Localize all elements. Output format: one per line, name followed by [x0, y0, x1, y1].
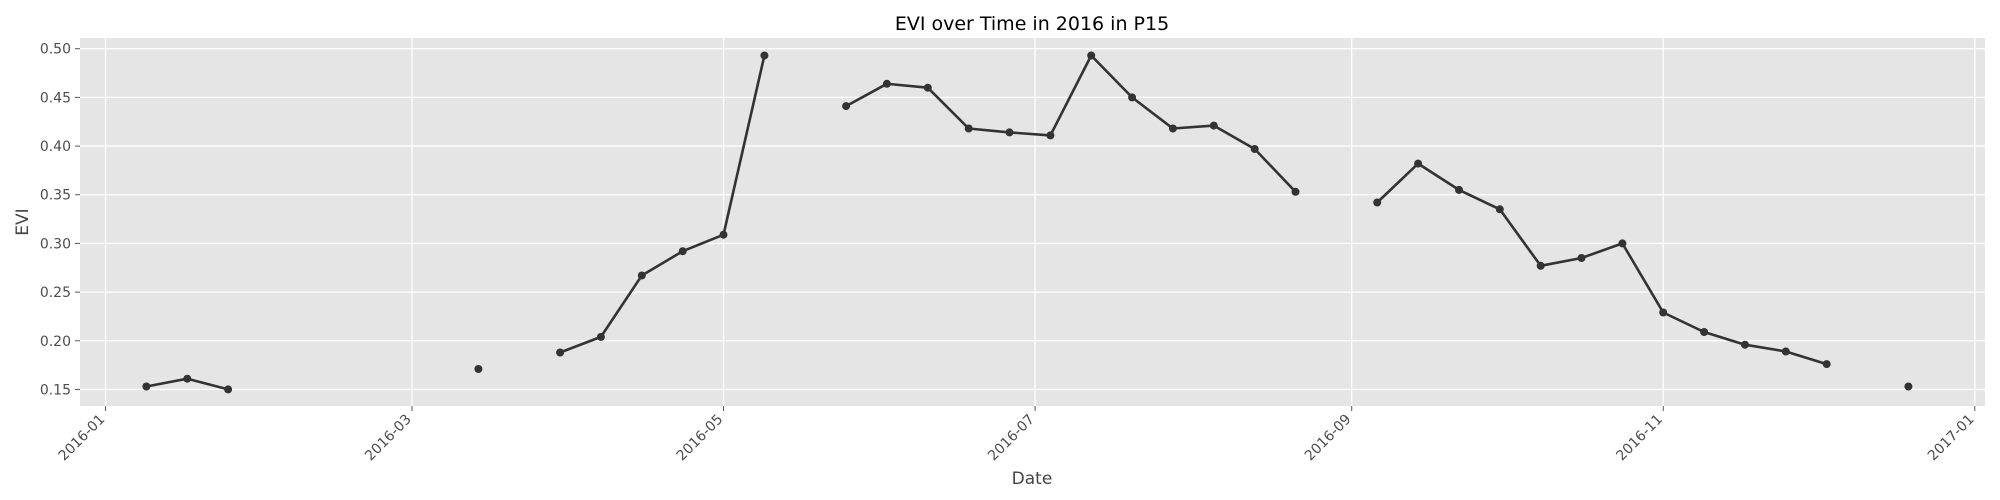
data-point [1577, 254, 1586, 262]
data-point [964, 124, 973, 133]
data-point [1087, 51, 1096, 60]
data-point [1822, 360, 1831, 369]
data-point [1046, 131, 1055, 140]
x-axis-label: Date [1012, 469, 1053, 489]
data-point [1414, 159, 1423, 168]
data-point [842, 102, 851, 111]
data-point [142, 382, 151, 391]
data-point [923, 83, 932, 92]
grid [80, 38, 1985, 406]
data-point [1741, 340, 1749, 349]
y-axis-label: EVI [13, 208, 33, 235]
data-point [1781, 347, 1790, 356]
data-point [474, 365, 483, 373]
plot-area [80, 38, 1985, 406]
data-point [1005, 128, 1014, 137]
data-point [1495, 205, 1504, 214]
x-tick-label: 2016-01 [56, 412, 109, 465]
data-point [1700, 328, 1709, 336]
series-line-segment [844, 54, 1297, 194]
x-tick-label: 2016-07 [985, 412, 1038, 465]
data-point [183, 374, 192, 383]
data-point [1250, 145, 1259, 153]
y-tick-label: 0.45 [40, 90, 71, 106]
data-point [760, 51, 769, 60]
x-tick-label: 2016-05 [674, 412, 727, 465]
data-point [596, 332, 605, 341]
data-point [1455, 185, 1463, 194]
data-point [719, 230, 728, 239]
data-point [1291, 187, 1300, 196]
y-tick-label: 0.25 [40, 285, 71, 301]
y-tick-label: 0.15 [40, 382, 71, 398]
x-tick-label: 2016-09 [1302, 412, 1355, 465]
y-tick-label: 0.20 [40, 334, 71, 350]
data-point [1536, 261, 1545, 270]
data-point [1618, 239, 1627, 248]
data-point [1373, 198, 1382, 207]
y-tick-label: 0.40 [40, 139, 71, 155]
y-tick-label: 0.35 [40, 188, 71, 204]
x-tick-label: 2016-11 [1613, 412, 1666, 465]
data-point [1904, 382, 1913, 391]
data-point [1659, 308, 1668, 317]
data-point [882, 79, 891, 88]
y-tick-label: 0.50 [40, 42, 71, 58]
data-point [1128, 93, 1137, 102]
series-layer [142, 51, 1913, 394]
y-tick-label: 0.30 [40, 236, 71, 252]
data-point [1168, 124, 1177, 133]
x-tick-label: 2016-03 [362, 412, 415, 465]
series-line-segment [1375, 162, 1828, 366]
data-point [1209, 121, 1218, 130]
data-point [637, 271, 646, 280]
data-point [556, 348, 565, 357]
chart-title: EVI over Time in 2016 in P15 [895, 13, 1169, 35]
series-line-segment [558, 54, 766, 354]
data-point [224, 385, 233, 394]
data-point [678, 247, 687, 256]
x-tick-label: 2017-01 [1925, 412, 1978, 465]
